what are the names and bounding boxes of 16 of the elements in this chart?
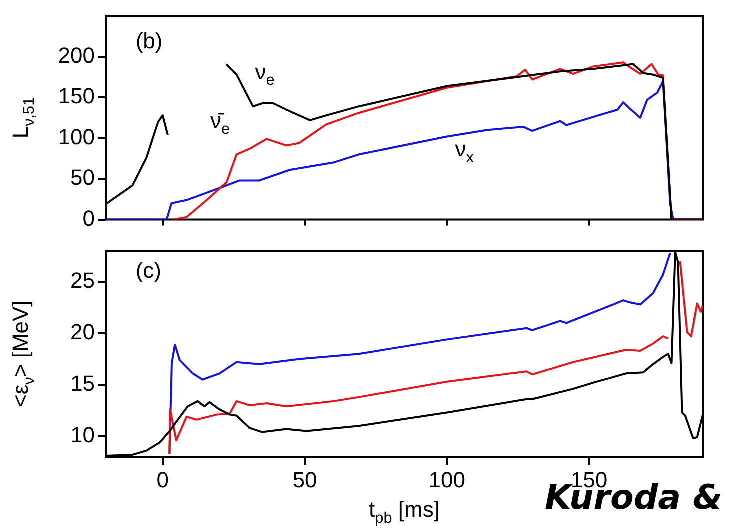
y-tick-label: 200 (58, 42, 95, 68)
y-tick-label: 10 (70, 422, 95, 448)
y-tick-label: 150 (58, 84, 95, 109)
y-tick-label: 25 (70, 268, 95, 294)
y-tick-label: 0 (82, 206, 95, 231)
y-tick-label: 20 (70, 320, 95, 345)
x-tick-label: 100 (428, 467, 466, 492)
y-tick-label: 50 (70, 165, 95, 190)
y-axis-title: <εν> [MeV] (8, 300, 38, 408)
x-tick-label: 50 (292, 467, 318, 492)
y-axis-title: Lν,51 (8, 97, 38, 139)
annotation: (c) (136, 258, 162, 283)
y-tick-label: 15 (70, 371, 95, 396)
annotation: (b) (136, 28, 163, 54)
y-tick-label: 100 (58, 124, 95, 150)
x-tick-label: 0 (156, 467, 169, 492)
